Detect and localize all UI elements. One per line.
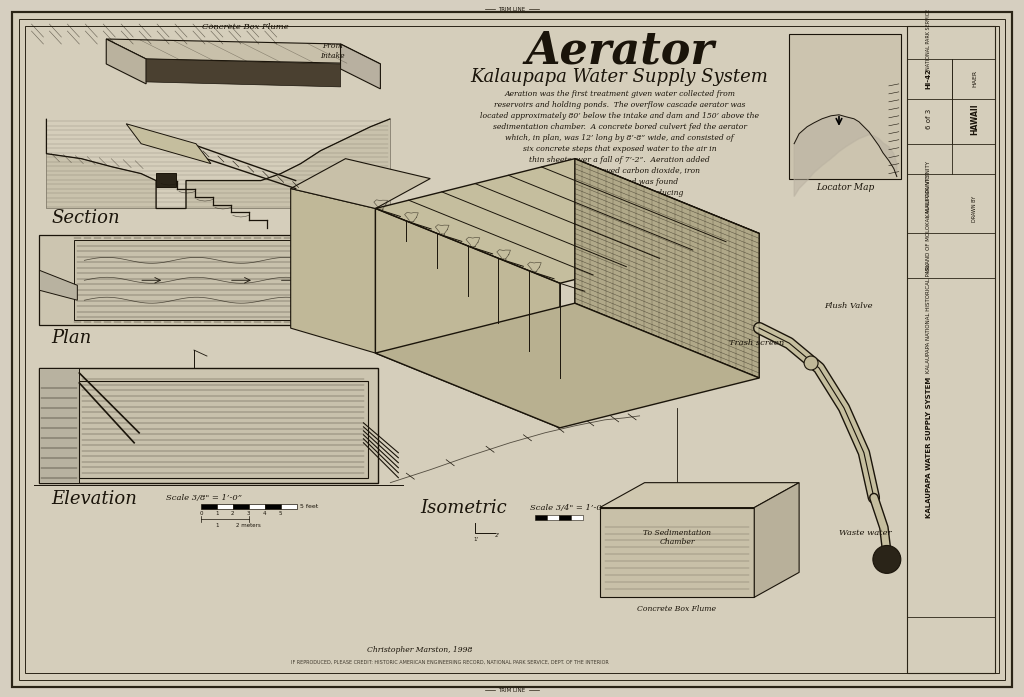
Text: 1: 1 bbox=[215, 511, 219, 516]
Text: 2 meters: 2 meters bbox=[237, 523, 261, 528]
Text: ISLAND OF MOLOKAI, MAUI COUNTY: ISLAND OF MOLOKAI, MAUI COUNTY bbox=[927, 174, 931, 273]
Text: HAWAII: HAWAII bbox=[970, 103, 979, 135]
Text: HI-42: HI-42 bbox=[926, 68, 932, 89]
Text: located approximately 80’ below the intake and dam and 150’ above the: located approximately 80’ below the inta… bbox=[480, 112, 759, 120]
Text: TRIM LINE: TRIM LINE bbox=[499, 6, 525, 12]
Text: 2: 2 bbox=[231, 511, 234, 516]
Circle shape bbox=[872, 546, 901, 574]
Text: Christopher Marston, 1998: Christopher Marston, 1998 bbox=[329, 646, 472, 654]
Text: oxygen and removed carbon dioxide, iron: oxygen and removed carbon dioxide, iron bbox=[540, 167, 699, 175]
Text: and corrosives, and was found: and corrosives, and was found bbox=[561, 178, 678, 185]
Bar bbox=[535, 514, 547, 519]
Text: dissolved gases that: dissolved gases that bbox=[581, 199, 658, 208]
Text: IF REPRODUCED, PLEASE CREDIT: HISTORIC AMERICAN ENGINEERING RECORD, NATIONAL PAR: IF REPRODUCED, PLEASE CREDIT: HISTORIC A… bbox=[291, 659, 609, 665]
Polygon shape bbox=[755, 482, 799, 597]
Polygon shape bbox=[106, 39, 380, 64]
Polygon shape bbox=[40, 368, 79, 482]
Text: Concrete Box Flume: Concrete Box Flume bbox=[203, 23, 289, 31]
Text: TRIM LINE: TRIM LINE bbox=[499, 687, 525, 693]
Text: KALAUPAPA NATIONAL HISTORICAL PARK: KALAUPAPA NATIONAL HISTORICAL PARK bbox=[927, 263, 931, 374]
Text: Aerator: Aerator bbox=[525, 29, 714, 72]
Text: particularly effective in reducing: particularly effective in reducing bbox=[556, 189, 683, 197]
Text: Flush Valve: Flush Valve bbox=[824, 302, 872, 310]
Text: To Sedimentation
Chamber: To Sedimentation Chamber bbox=[643, 529, 711, 546]
Text: NATIONAL PARK SERVICE: NATIONAL PARK SERVICE bbox=[927, 8, 931, 70]
Text: From
Intake: From Intake bbox=[321, 43, 345, 59]
Polygon shape bbox=[795, 115, 897, 197]
Text: Isometric: Isometric bbox=[420, 498, 507, 516]
Text: KALAUPAPA VICINITY: KALAUPAPA VICINITY bbox=[927, 160, 931, 217]
Text: which, in plan, was 12’ long by 8’-8” wide, and consisted of: which, in plan, was 12’ long by 8’-8” wi… bbox=[506, 134, 734, 141]
Text: 1: 1 bbox=[215, 523, 219, 528]
Bar bbox=[265, 504, 281, 509]
Text: 3: 3 bbox=[247, 511, 251, 516]
Polygon shape bbox=[376, 303, 759, 428]
Polygon shape bbox=[40, 270, 78, 300]
Bar bbox=[907, 26, 994, 673]
Polygon shape bbox=[376, 159, 759, 283]
Text: sedimentation chamber.  A concrete bored culvert fed the aerator: sedimentation chamber. A concrete bored … bbox=[493, 123, 746, 131]
Text: thin sheets over a fall of 7’-2”.  Aeration added: thin sheets over a fall of 7’-2”. Aerati… bbox=[529, 155, 710, 164]
Text: Trash screen: Trash screen bbox=[729, 339, 784, 347]
Text: Scale 3/4" = 1’-0”: Scale 3/4" = 1’-0” bbox=[530, 503, 606, 512]
Bar bbox=[40, 236, 379, 325]
Text: reservoirs and holding ponds.  The overflow cascade aerator was: reservoirs and holding ponds. The overfl… bbox=[494, 101, 745, 109]
Text: HAER: HAER bbox=[972, 70, 977, 87]
Bar bbox=[79, 381, 369, 477]
Text: Elevation: Elevation bbox=[51, 489, 137, 507]
Bar bbox=[570, 514, 583, 519]
Polygon shape bbox=[106, 39, 146, 84]
Text: 5: 5 bbox=[279, 511, 283, 516]
Text: 1': 1' bbox=[474, 537, 478, 542]
Bar bbox=[40, 368, 379, 482]
Text: Waste water: Waste water bbox=[839, 528, 892, 537]
Text: 0: 0 bbox=[200, 511, 203, 516]
Bar bbox=[232, 504, 249, 509]
Text: 5 feet: 5 feet bbox=[300, 504, 317, 509]
Text: 6 of 3: 6 of 3 bbox=[926, 109, 932, 129]
Text: Kalaupapa Water Supply System: Kalaupapa Water Supply System bbox=[471, 68, 769, 86]
Polygon shape bbox=[376, 208, 560, 428]
Polygon shape bbox=[291, 189, 376, 353]
Text: DRAWN BY: DRAWN BY bbox=[972, 195, 977, 222]
Circle shape bbox=[804, 356, 818, 370]
Text: Scale 3/8" = 1’-0”: Scale 3/8" = 1’-0” bbox=[166, 493, 242, 502]
Text: Section: Section bbox=[51, 210, 120, 227]
Text: 2': 2' bbox=[495, 533, 500, 538]
Polygon shape bbox=[600, 482, 799, 507]
Text: Aeration was the first treatment given water collected from: Aeration was the first treatment given w… bbox=[504, 90, 735, 98]
Bar bbox=[75, 240, 358, 320]
Text: Plan: Plan bbox=[51, 329, 92, 347]
Bar bbox=[559, 514, 570, 519]
Bar bbox=[281, 504, 297, 509]
Text: six concrete steps that exposed water to the air in: six concrete steps that exposed water to… bbox=[523, 145, 717, 153]
Text: and tastes.: and tastes. bbox=[599, 222, 641, 229]
Polygon shape bbox=[574, 159, 759, 378]
Text: Concrete Box Flume: Concrete Box Flume bbox=[638, 605, 717, 613]
Bar bbox=[201, 504, 217, 509]
Bar bbox=[600, 507, 755, 597]
Polygon shape bbox=[291, 159, 430, 208]
Text: KALAUPAPA WATER SUPPLY SYSTEM: KALAUPAPA WATER SUPPLY SYSTEM bbox=[926, 377, 932, 519]
Text: 4: 4 bbox=[263, 511, 266, 516]
Bar bbox=[547, 514, 559, 519]
Polygon shape bbox=[46, 118, 390, 208]
Text: Locator Map: Locator Map bbox=[816, 183, 874, 192]
Text: caused noxious odors: caused noxious odors bbox=[579, 210, 662, 218]
Bar bbox=[249, 504, 265, 509]
Polygon shape bbox=[146, 59, 341, 87]
Bar bbox=[790, 34, 901, 178]
Polygon shape bbox=[126, 124, 211, 164]
Bar bbox=[217, 504, 232, 509]
Bar bbox=[156, 173, 176, 187]
Polygon shape bbox=[341, 44, 380, 89]
